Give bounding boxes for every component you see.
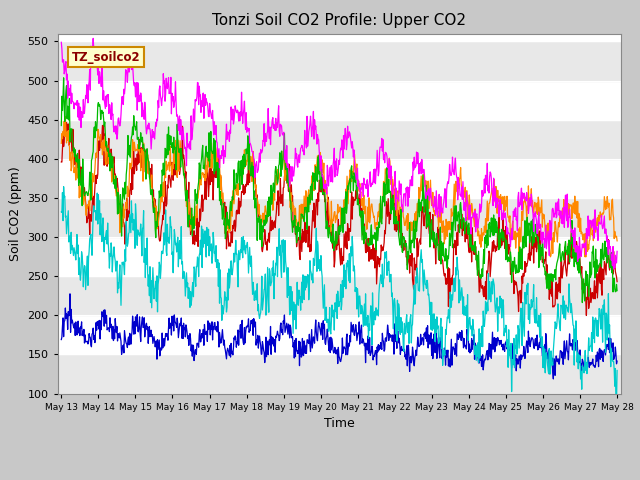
Bar — [58, 2, 621, 41]
Legend: Open -2cm, Tree -2cm, Open -4cm, Tree -4cm, Tree2 -2cm, Tree2 - 4cm: Open -2cm, Tree -2cm, Open -4cm, Tree -4… — [79, 478, 599, 480]
Bar — [58, 120, 621, 159]
Y-axis label: Soil CO2 (ppm): Soil CO2 (ppm) — [9, 166, 22, 261]
Bar — [58, 198, 621, 237]
X-axis label: Time: Time — [324, 417, 355, 430]
Bar — [58, 315, 621, 354]
Bar — [58, 354, 621, 394]
Bar — [58, 81, 621, 120]
Title: Tonzi Soil CO2 Profile: Upper CO2: Tonzi Soil CO2 Profile: Upper CO2 — [212, 13, 466, 28]
Bar — [58, 276, 621, 315]
Bar — [58, 159, 621, 198]
Text: TZ_soilco2: TZ_soilco2 — [72, 50, 140, 63]
Bar — [58, 41, 621, 81]
Bar — [58, 237, 621, 276]
